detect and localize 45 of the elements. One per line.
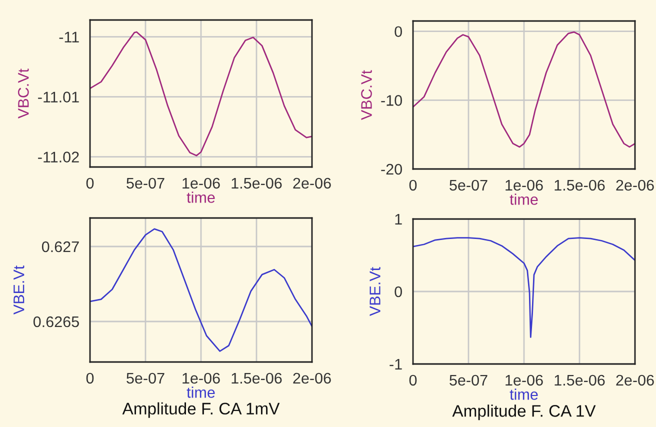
x-tick-label: 2e-06 [293, 372, 331, 384]
x-tick-label: 0 [409, 374, 417, 386]
x-tick-label: 0 [86, 178, 94, 189]
y-tick-label: -1 [390, 359, 402, 370]
x-tick-label: 5e-07 [450, 180, 488, 191]
x-tick-label: 1.5e-06 [554, 180, 605, 191]
y-tick-label: 0.6265 [33, 316, 79, 328]
x-tick-label: 5e-07 [126, 178, 164, 189]
y-axis-title: VBC.Vt [361, 70, 372, 120]
y-tick-label: -11.01 [38, 92, 79, 102]
x-tick-label: 5e-07 [450, 374, 488, 386]
y-axis-title: VBE.Vt [370, 266, 380, 316]
x-axis-title: time [510, 194, 538, 205]
y-tick-label: -11 [59, 32, 79, 42]
y-tick-label: -11.02 [38, 152, 79, 162]
x-tick-label: 2e-06 [616, 180, 654, 191]
y-tick-label: 0 [394, 286, 402, 298]
x-tick-label: 1e-06 [182, 178, 220, 189]
x-tick-label: 5e-07 [126, 372, 164, 384]
line-series [413, 31, 635, 148]
x-tick-label: 2e-06 [616, 374, 654, 386]
line-series [90, 228, 312, 352]
y-axis-title: VBC.Vt [18, 68, 29, 118]
line-series [413, 237, 635, 338]
y-tick-label: 1 [395, 214, 402, 225]
x-tick-label: 1e-06 [506, 180, 543, 191]
text: Amplitude F. CA 1mV [122, 402, 280, 418]
x-tick-label: 1.5e-06 [232, 372, 282, 384]
y-axis-title: VBE.Vt [14, 265, 24, 315]
x-axis-title: time [510, 388, 538, 400]
y-tick-label: -20 [381, 164, 402, 175]
x-tick-label: 0 [86, 372, 94, 384]
x-tick-label: 2e-06 [293, 178, 331, 189]
y-tick-label: 0.627 [42, 241, 79, 252]
text: Amplitude F. CA 1V [452, 404, 596, 420]
y-tick-label: 0 [394, 26, 402, 38]
x-axis-title: time [186, 386, 215, 398]
x-tick-label: 1e-06 [506, 374, 543, 386]
line-series [90, 31, 312, 156]
y-tick-label: -10 [381, 95, 402, 106]
x-tick-label: 1.5e-06 [554, 374, 605, 386]
x-tick-label: 1e-06 [182, 372, 220, 384]
x-tick-label: 0 [409, 180, 417, 191]
x-tick-label: 1.5e-06 [232, 178, 282, 189]
x-axis-title: time [186, 192, 215, 203]
